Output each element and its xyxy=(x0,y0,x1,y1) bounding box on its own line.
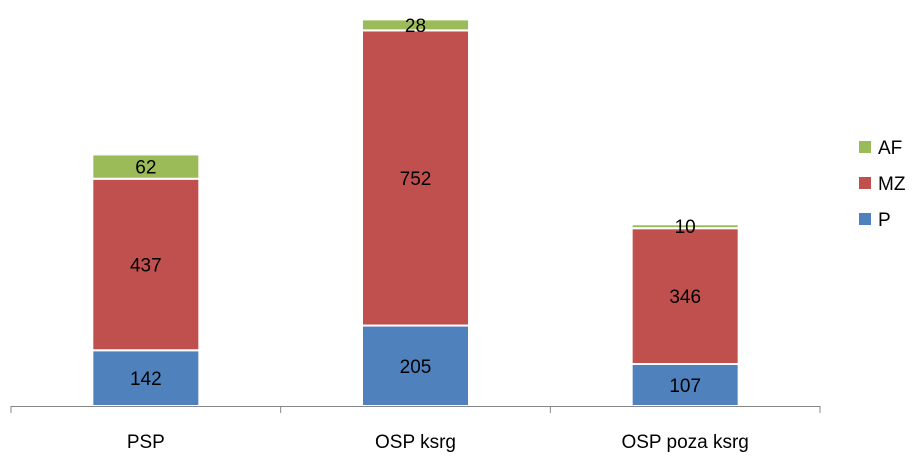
data-label-p-osp-ksrg: 205 xyxy=(400,357,432,378)
bar-mz-psp xyxy=(91,177,201,352)
bar-af-osp-ksrg xyxy=(361,18,470,32)
x-tick-label-osp-poza-ksrg: OSP poza ksrg xyxy=(621,432,748,453)
legend-item-p: P xyxy=(859,210,891,231)
data-label-p-osp-poza-ksrg: 107 xyxy=(669,376,701,397)
x-axis: PSP OSP ksrg OSP poza ksrg xyxy=(10,406,821,453)
bar-mz-osp-ksrg xyxy=(361,29,470,327)
data-label-mz-psp: 437 xyxy=(130,256,162,277)
bar-p-osp-poza-ksrg xyxy=(630,363,740,408)
legend-swatch-p xyxy=(859,213,871,225)
bar-p-psp xyxy=(91,349,201,408)
data-label-af-psp: 62 xyxy=(135,158,156,179)
bar-af-osp-poza-ksrg xyxy=(630,223,740,230)
legend-item-mz: MZ xyxy=(859,174,906,195)
x-tick-label-psp: PSP xyxy=(127,432,165,453)
data-label-mz-osp-ksrg: 752 xyxy=(400,169,432,190)
legend: AF MZ P xyxy=(859,138,906,231)
bar-p-osp-ksrg xyxy=(361,324,470,408)
data-label-af-osp-ksrg: 28 xyxy=(405,16,426,37)
legend-item-af: AF xyxy=(859,138,902,159)
legend-swatch-af xyxy=(859,141,871,153)
legend-label-p: P xyxy=(878,210,891,231)
legend-label-mz: MZ xyxy=(878,174,906,195)
data-label-p-psp: 142 xyxy=(130,369,162,390)
x-tick-label-osp-ksrg: OSP ksrg xyxy=(375,432,456,453)
bars-layer: 142 437 62 205 752 28 107 346 10 xyxy=(91,16,740,408)
legend-swatch-mz xyxy=(859,177,871,189)
bar-mz-osp-poza-ksrg xyxy=(630,227,740,366)
data-label-mz-osp-poza-ksrg: 346 xyxy=(669,287,701,308)
legend-label-af: AF xyxy=(878,138,902,159)
bar-af-psp xyxy=(91,153,201,180)
data-label-af-osp-poza-ksrg: 10 xyxy=(675,217,696,238)
